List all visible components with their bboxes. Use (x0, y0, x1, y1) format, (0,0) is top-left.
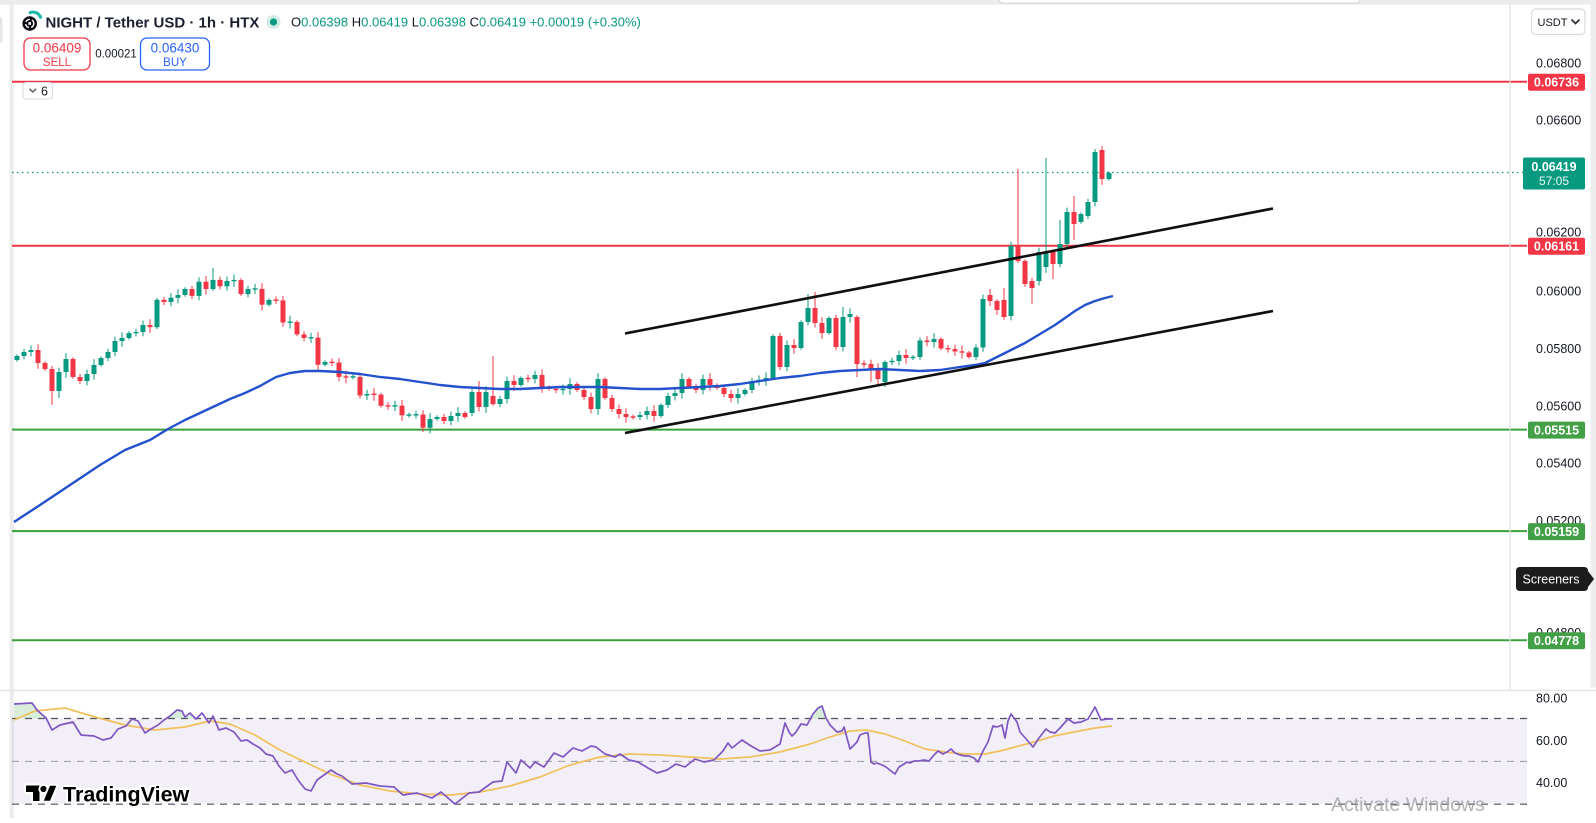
svg-text:0.06161: 0.06161 (1534, 240, 1579, 254)
svg-text:O0.06398 H0.06419 L0.06398 C0.: O0.06398 H0.06419 L0.06398 C0.06419 +0.0… (291, 15, 641, 30)
svg-text:NIGHT / Tether USD · 1h · HTX: NIGHT / Tether USD · 1h · HTX (46, 15, 260, 32)
svg-text:0.06200: 0.06200 (1536, 225, 1581, 239)
svg-text:0.06000: 0.06000 (1536, 284, 1581, 298)
svg-text:0.06736: 0.06736 (1534, 76, 1579, 90)
svg-text:0.06409: 0.06409 (33, 41, 82, 56)
svg-text:0.00021: 0.00021 (95, 49, 137, 61)
svg-text:USDT: USDT (1538, 17, 1568, 29)
svg-text:0.06419: 0.06419 (1531, 160, 1576, 174)
svg-text:0.06800: 0.06800 (1536, 56, 1581, 70)
svg-text:40.00: 40.00 (1536, 776, 1567, 790)
svg-text:TradingView: TradingView (63, 783, 190, 807)
svg-text:SELL: SELL (43, 57, 72, 69)
svg-text:0.05159: 0.05159 (1534, 525, 1579, 539)
svg-text:6: 6 (41, 84, 48, 98)
svg-text:60.00: 60.00 (1536, 734, 1567, 748)
svg-text:0.06430: 0.06430 (151, 41, 200, 56)
svg-text:BUY: BUY (163, 57, 187, 69)
svg-text:57:05: 57:05 (1539, 174, 1569, 188)
svg-text:0.06600: 0.06600 (1536, 113, 1581, 127)
svg-text:0.05800: 0.05800 (1536, 342, 1581, 356)
svg-text:0.05515: 0.05515 (1534, 424, 1579, 438)
svg-text:0.04778: 0.04778 (1534, 634, 1579, 648)
svg-text:Activate Windows: Activate Windows (1331, 794, 1485, 816)
svg-text:Screeners: Screeners (1523, 573, 1580, 587)
svg-text:0.05600: 0.05600 (1536, 399, 1581, 413)
svg-text:80.00: 80.00 (1536, 691, 1567, 705)
svg-text:0.05400: 0.05400 (1536, 456, 1581, 470)
